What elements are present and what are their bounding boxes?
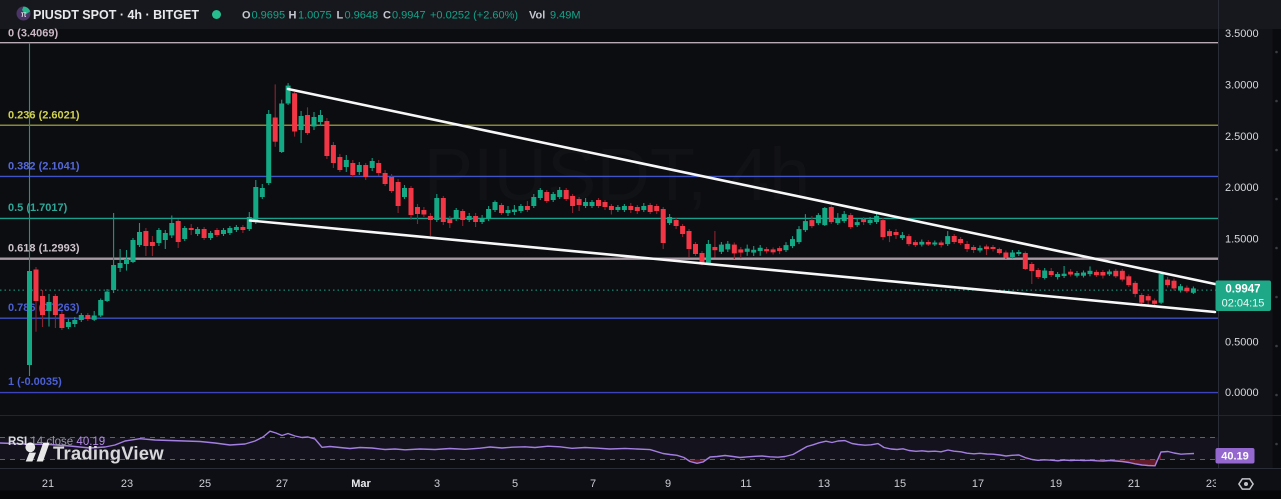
svg-text:9: 9 <box>665 478 671 490</box>
svg-text:02:04:15: 02:04:15 <box>1222 298 1265 310</box>
svg-text:3.5000: 3.5000 <box>1225 28 1259 40</box>
svg-text:17: 17 <box>972 478 984 490</box>
svg-text:0 (3.4069): 0 (3.4069) <box>8 28 58 40</box>
svg-text:0.618 (1.2993): 0.618 (1.2993) <box>8 243 80 255</box>
svg-text:7: 7 <box>590 478 596 490</box>
svg-text:27: 27 <box>276 478 288 490</box>
svg-text:5: 5 <box>512 478 518 490</box>
svg-text:23: 23 <box>1206 478 1218 490</box>
svg-text:3.0000: 3.0000 <box>1225 80 1259 92</box>
svg-text:9.49M: 9.49M <box>550 10 581 22</box>
svg-text:15: 15 <box>894 478 906 490</box>
svg-text:0.9947: 0.9947 <box>392 10 426 22</box>
svg-text:0.9648: 0.9648 <box>345 10 379 22</box>
svg-text:21: 21 <box>1128 478 1140 490</box>
svg-text:C: C <box>383 10 391 22</box>
svg-text:0.5 (1.7017): 0.5 (1.7017) <box>8 202 68 214</box>
svg-text:1.0075: 1.0075 <box>298 10 332 22</box>
svg-text:0.382 (2.1041): 0.382 (2.1041) <box>8 161 80 173</box>
svg-text:19: 19 <box>1050 478 1062 490</box>
svg-text:+0.0252 (+2.60%): +0.0252 (+2.60%) <box>430 10 518 22</box>
svg-text:23: 23 <box>121 478 133 490</box>
svg-text:11: 11 <box>740 478 751 490</box>
svg-text:3: 3 <box>434 478 440 490</box>
svg-text:2.5000: 2.5000 <box>1225 131 1259 143</box>
svg-text:O: O <box>242 10 251 22</box>
svg-text:1 (-0.0035): 1 (-0.0035) <box>8 376 62 388</box>
svg-text:0.9947: 0.9947 <box>1225 284 1260 296</box>
svg-text:25: 25 <box>199 478 211 490</box>
svg-text:13: 13 <box>818 478 830 490</box>
svg-text:Vol: Vol <box>529 10 545 22</box>
svg-text:TradingView: TradingView <box>53 443 164 464</box>
svg-text:0.0000: 0.0000 <box>1225 387 1259 399</box>
svg-text:PIUSDT SPOT · 4h · BITGET: PIUSDT SPOT · 4h · BITGET <box>33 8 199 22</box>
svg-text:2.0000: 2.0000 <box>1225 182 1259 194</box>
svg-text:H: H <box>289 10 297 22</box>
svg-text:0.9695: 0.9695 <box>252 10 286 22</box>
svg-text:21: 21 <box>42 478 54 490</box>
svg-text:0.236 (2.6021): 0.236 (2.6021) <box>8 110 80 122</box>
svg-text:1.5000: 1.5000 <box>1225 233 1259 245</box>
svg-text:Mar: Mar <box>351 478 371 490</box>
svg-text:0.5000: 0.5000 <box>1225 337 1259 349</box>
svg-text:PIUSDT, 4h: PIUSDT, 4h <box>424 133 811 216</box>
svg-text:40.19: 40.19 <box>1221 451 1249 463</box>
svg-text:π: π <box>21 9 27 19</box>
svg-text:L: L <box>337 10 344 22</box>
